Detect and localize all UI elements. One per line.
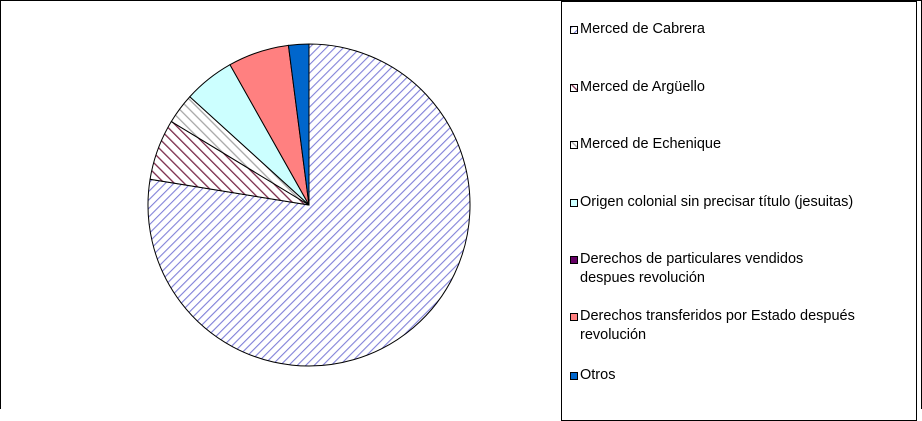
legend-label: Otros bbox=[580, 367, 616, 383]
legend-label: Merced de Cabrera bbox=[580, 21, 705, 37]
legend-label: Merced de Echenique bbox=[580, 136, 722, 152]
legend-swatch bbox=[570, 26, 578, 34]
legend-swatch bbox=[570, 84, 578, 92]
legend-label: Origen colonial sin precisar título (jes… bbox=[580, 194, 854, 210]
legend-swatch bbox=[570, 256, 578, 264]
legend: Merced de Cabrera Merced de Argüello Merce… bbox=[561, 1, 917, 421]
pie-chart bbox=[147, 43, 471, 367]
legend-swatch bbox=[570, 199, 578, 207]
legend-swatch bbox=[570, 313, 578, 321]
legend-label: Derechos de particulares vendidos despue… bbox=[580, 251, 804, 286]
legend-swatch bbox=[570, 372, 578, 380]
legend-label: Derechos transferidos por Estado después… bbox=[580, 308, 855, 343]
pie-slice-otros bbox=[287, 43, 310, 206]
legend-label: Merced de Argüello bbox=[580, 79, 705, 95]
legend-swatch bbox=[570, 141, 578, 149]
